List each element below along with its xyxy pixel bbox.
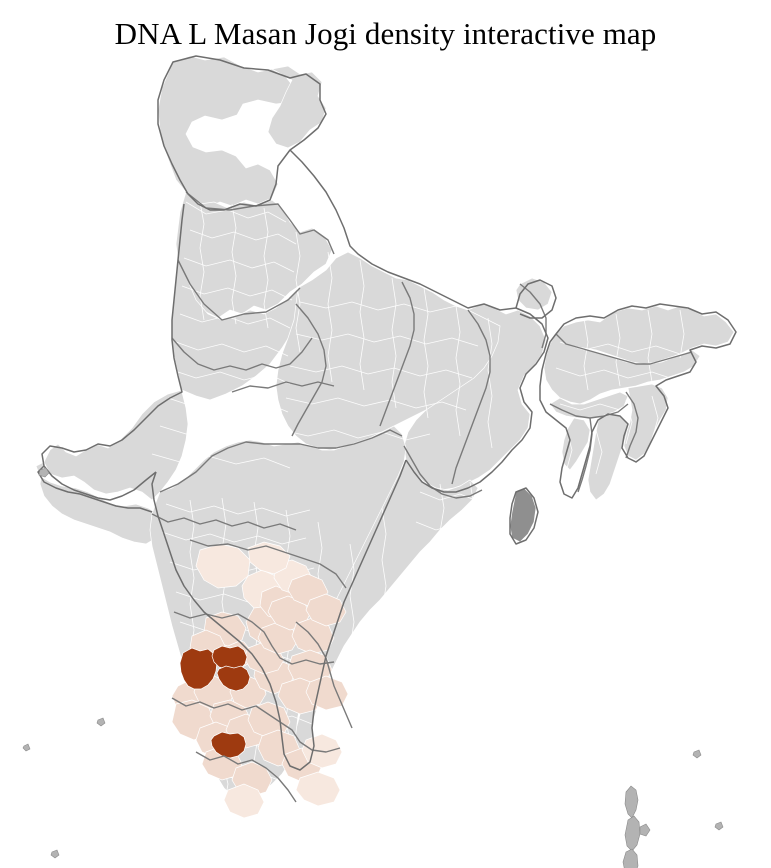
island-speck-east-2[interactable] <box>714 821 724 831</box>
island-lakshadweep-2[interactable] <box>96 717 106 727</box>
island-speck-east-1[interactable] <box>692 749 702 759</box>
island-andaman-north[interactable] <box>624 785 639 819</box>
district-bagalkot-highlight[interactable] <box>212 646 247 671</box>
district-gadag-highlight[interactable] <box>217 666 250 691</box>
islands-layer <box>22 467 724 868</box>
region-meghalaya[interactable] <box>550 392 628 418</box>
island-lakshadweep-1[interactable] <box>22 743 31 752</box>
district-mysore[interactable] <box>224 784 264 818</box>
district-belgaum-highlight[interactable] <box>180 648 217 689</box>
choropleth-layer[interactable] <box>172 542 348 818</box>
district-ahmednagar[interactable] <box>196 544 250 588</box>
island-andaman-south[interactable] <box>622 848 639 868</box>
region-rajasthan[interactable] <box>44 260 306 500</box>
island-nicobar-car[interactable] <box>639 823 651 837</box>
page-title: DNA L Masan Jogi density interactive map <box>114 16 657 51</box>
region-ladakh-east[interactable] <box>268 66 326 148</box>
india-district-map[interactable] <box>0 52 771 868</box>
region-tripura-west[interactable] <box>562 418 590 470</box>
region-east-india[interactable] <box>404 304 546 490</box>
district-hyderabad-ring[interactable] <box>306 594 346 626</box>
district-chittoor[interactable] <box>296 772 340 806</box>
island-lakshadweep-3[interactable] <box>50 849 60 859</box>
national-border-layer <box>38 56 736 770</box>
basemap-layer <box>36 56 734 800</box>
district-hassan-highlight[interactable] <box>211 732 246 758</box>
island-andaman-middle[interactable] <box>624 815 641 852</box>
island-diu[interactable] <box>38 467 50 478</box>
map-canvas[interactable] <box>0 52 771 868</box>
